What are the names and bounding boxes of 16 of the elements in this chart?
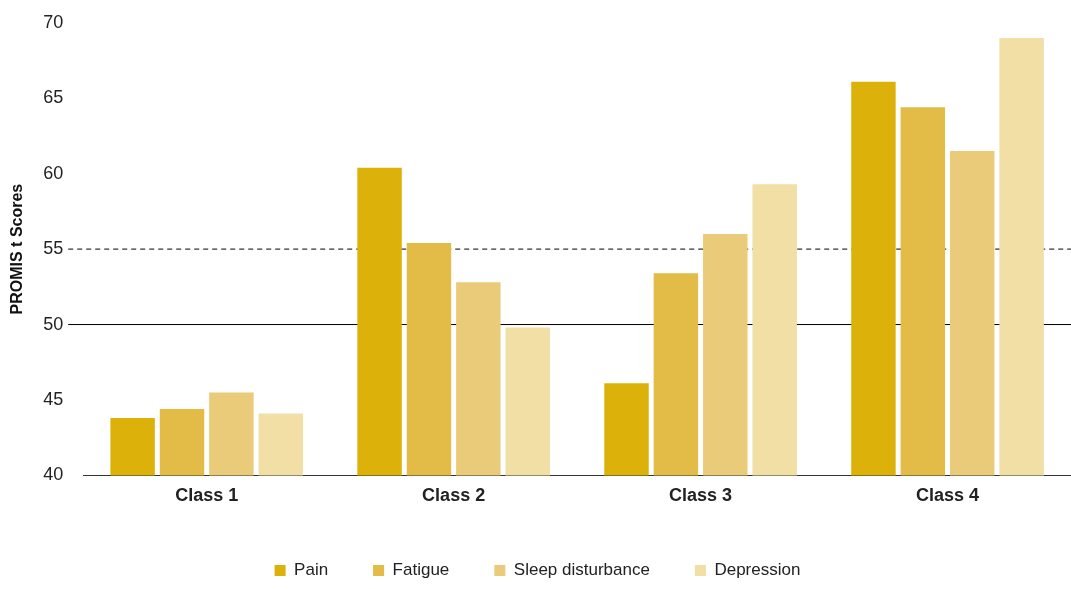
y-axis-title: PROMIS t Scores xyxy=(8,183,26,315)
y-tick-label: 45 xyxy=(43,388,64,409)
x-tick-label: Class 3 xyxy=(669,485,733,506)
y-tick-label: 70 xyxy=(43,11,64,32)
legend-label: Depression xyxy=(714,560,801,580)
y-tick-label: 60 xyxy=(43,162,64,183)
y-tick-label: 40 xyxy=(43,464,64,485)
y-tick-label: 65 xyxy=(43,87,64,108)
y-tick-label: 50 xyxy=(43,313,64,334)
legend-label: Sleep disturbance xyxy=(513,560,650,580)
legend-label: Pain xyxy=(294,560,329,580)
y-tick-label: 55 xyxy=(43,238,64,259)
x-tick-label: Class 4 xyxy=(916,485,980,506)
x-tick-label: Class 1 xyxy=(175,485,239,506)
x-tick-label: Class 2 xyxy=(422,485,486,506)
legend-label: Fatigue xyxy=(392,560,450,580)
